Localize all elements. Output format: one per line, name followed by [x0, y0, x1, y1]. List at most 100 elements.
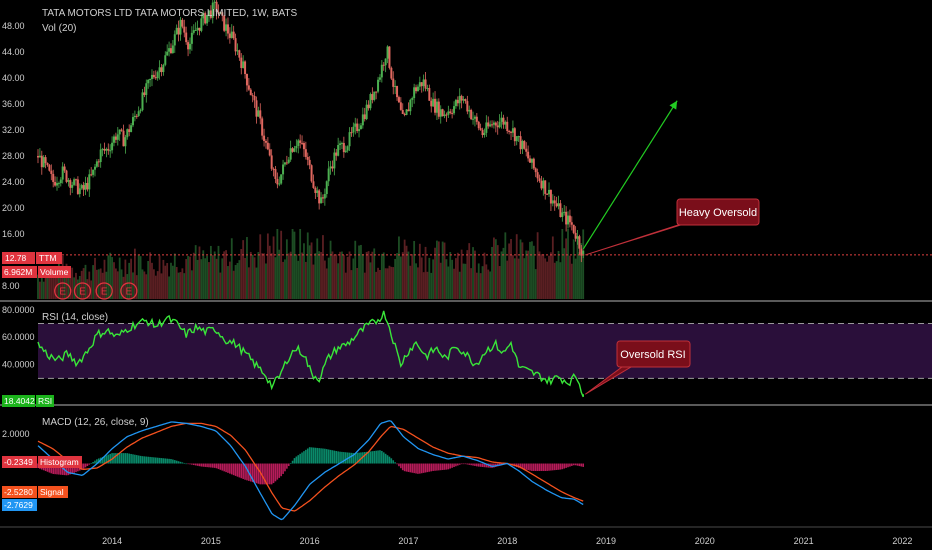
- volume-bar: [498, 266, 501, 299]
- volume-bar: [563, 248, 566, 299]
- price-callout-box[interactable]: [676, 198, 760, 226]
- volume-bar: [565, 238, 568, 299]
- histogram-bar: [236, 463, 239, 477]
- rsi-band: [38, 323, 932, 379]
- volume-bar: [447, 266, 450, 299]
- histogram-bar: [154, 457, 157, 464]
- histogram-bar: [61, 463, 64, 475]
- histogram-bar: [86, 463, 89, 467]
- volume-bar: [276, 229, 279, 299]
- candle-body: [409, 99, 412, 112]
- candle-body: [386, 46, 389, 59]
- candle-body: [54, 182, 57, 186]
- candle-body: [149, 79, 152, 81]
- histogram-bar: [284, 463, 286, 472]
- candle-body: [405, 109, 408, 115]
- histogram-bar: [175, 460, 178, 464]
- candle-body: [249, 89, 252, 96]
- candle-body: [392, 78, 395, 87]
- price-y-axis: 48.00 44.00 40.00 36.00 32.00 28.00 24.00 20.00…: [2, 21, 25, 291]
- histogram-bar: [343, 452, 345, 464]
- rsi-callout-box[interactable]: [616, 340, 691, 368]
- projection-arrow[interactable]: [582, 100, 678, 250]
- volume-bar: [456, 252, 459, 299]
- candle-body: [447, 111, 450, 115]
- volume-bar: [251, 254, 254, 299]
- volume-bar: [278, 249, 281, 299]
- candle-body: [223, 15, 226, 31]
- histogram-bar: [390, 458, 393, 464]
- volume-bar: [574, 258, 577, 299]
- volume-bar: [496, 245, 499, 299]
- histogram-bar: [483, 463, 486, 468]
- rsi-title: RSI (14, close): [42, 312, 108, 323]
- histogram-bar: [403, 463, 406, 472]
- volume-bar: [171, 265, 174, 299]
- candle-body: [46, 163, 49, 166]
- candle-body: [141, 92, 144, 111]
- volume-bar: [246, 237, 248, 299]
- volume-bar: [71, 267, 74, 299]
- volume-bar: [94, 257, 96, 299]
- volume-bar: [293, 231, 296, 299]
- candle-body: [570, 222, 573, 225]
- time-axis[interactable]: 2014 2015 2016 2017 2018 2019 2020 2021 2022: [102, 536, 912, 546]
- volume-bar: [430, 272, 433, 299]
- candle-body: [287, 159, 290, 163]
- volume-bar: [52, 266, 55, 299]
- volume-bar: [156, 271, 159, 299]
- candle-body: [48, 165, 51, 171]
- volume-bar: [582, 229, 585, 299]
- price-panel[interactable]: 48.00 44.00 40.00 36.00 32.00 28.00 24.00 20.00…: [2, 0, 932, 300]
- volume-bar: [398, 236, 400, 299]
- volume-bar: [137, 254, 140, 299]
- candle-body: [426, 88, 429, 90]
- candle-body: [413, 87, 416, 99]
- histogram-bar: [445, 463, 448, 470]
- candle-body: [40, 155, 43, 168]
- histogram-bar: [331, 450, 334, 464]
- rsi-tag: RSI: [38, 396, 52, 406]
- candle-body: [234, 38, 237, 52]
- histogram-bar: [162, 458, 165, 464]
- candle-body: [548, 189, 551, 195]
- histogram-bar: [219, 463, 222, 470]
- histogram-bar: [297, 455, 300, 464]
- volume-bar: [230, 238, 233, 299]
- histogram-bar: [130, 453, 132, 464]
- candle-body: [320, 197, 323, 204]
- volume-bar: [270, 253, 273, 299]
- macd-panel[interactable]: 2.0000-2.0000 MACD (12, 26, close, 9) -0…: [2, 417, 585, 521]
- histogram-bar: [401, 463, 404, 471]
- histogram-bar: [557, 463, 560, 470]
- volume-bar: [312, 264, 315, 299]
- volume-bar: [342, 255, 345, 299]
- candle-body: [173, 34, 176, 46]
- time-tick-label: 2018: [497, 536, 517, 546]
- histogram-bar: [329, 449, 332, 464]
- histogram-bar: [289, 463, 292, 464]
- candle-body: [264, 140, 267, 143]
- volume-bar: [282, 261, 284, 299]
- candle-body: [325, 181, 328, 195]
- volume-bar: [135, 275, 138, 299]
- histogram-bar: [477, 463, 480, 467]
- candle-body: [84, 182, 87, 190]
- histogram-bar: [474, 463, 476, 466]
- volume-bar: [371, 251, 374, 299]
- volume-bar: [470, 268, 473, 299]
- volume-bar: [261, 253, 264, 299]
- candle-body: [416, 86, 419, 92]
- candle-body: [327, 168, 330, 182]
- rsi-panel[interactable]: 80.0000 60.0000 40.0000 RSI (14, close) Ov…: [2, 305, 932, 407]
- histogram-bar: [468, 463, 471, 465]
- volume-bar: [367, 251, 370, 299]
- histogram-bar: [122, 453, 125, 464]
- volume-bar: [228, 261, 231, 299]
- volume-bar: [240, 249, 243, 299]
- macd-value-badge: -2.7629: [2, 499, 37, 511]
- candle-body: [396, 85, 399, 98]
- candle-body: [225, 24, 228, 31]
